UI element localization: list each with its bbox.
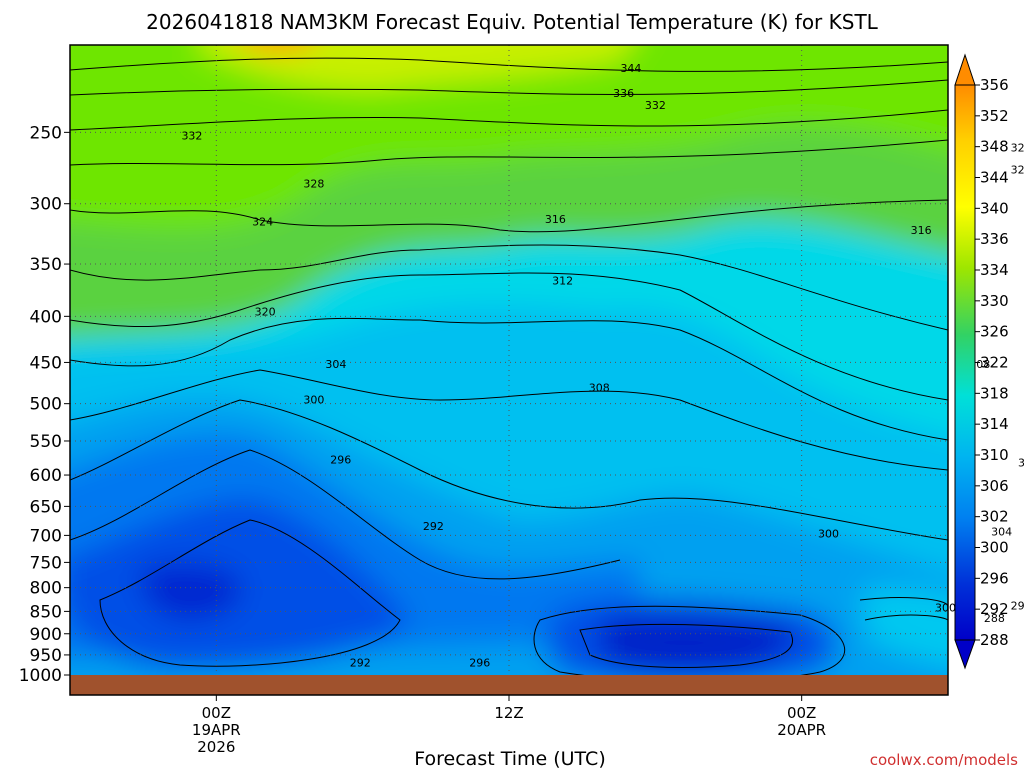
y-tick-label: 250 bbox=[30, 123, 62, 143]
colorbar-tick-label: 334 bbox=[980, 261, 1009, 279]
y-tick-label: 950 bbox=[30, 646, 62, 666]
theta-e-field bbox=[70, 45, 948, 675]
y-tick-label: 350 bbox=[30, 255, 62, 275]
contour-label: 312 bbox=[552, 274, 573, 287]
y-tick-label: 600 bbox=[30, 466, 62, 486]
x-axis-label: Forecast Time (UTC) bbox=[414, 748, 605, 768]
y-tick-label: 550 bbox=[30, 432, 62, 452]
contour-label: 316 bbox=[545, 213, 566, 226]
colorbar-tick-label: 292 bbox=[980, 600, 1009, 618]
colorbar-tick-label: 302 bbox=[980, 508, 1009, 526]
colorbar-tick-label: 330 bbox=[980, 292, 1009, 310]
contour-label: 336 bbox=[613, 87, 634, 100]
contour-label: 304 bbox=[991, 525, 1012, 538]
contour-label: 304 bbox=[325, 358, 346, 371]
colorbar-top-arrow bbox=[954, 53, 976, 86]
colorbar-tick-label: 336 bbox=[980, 230, 1009, 248]
x-tick-label: 00Z bbox=[202, 704, 231, 722]
y-axis: 250 300 350 400 450 500 550 600 650 700 750 800 850 9… bbox=[19, 123, 70, 686]
colorbar-tick-label: 356 bbox=[980, 76, 1009, 94]
colorbar-tick-label: 306 bbox=[980, 477, 1009, 495]
contour-label: 324 bbox=[252, 216, 273, 229]
y-tick-label: 850 bbox=[30, 602, 62, 622]
colorbar-tick-label: 352 bbox=[980, 107, 1009, 125]
contour-label: 292 bbox=[350, 657, 371, 670]
y-tick-label: 700 bbox=[30, 526, 62, 546]
contour-label: 300 bbox=[303, 394, 324, 407]
colorbar-tick-label: 300 bbox=[980, 539, 1009, 557]
colorbar-tick-label: 340 bbox=[980, 199, 1009, 217]
grid-lines bbox=[70, 45, 948, 675]
colorbar-gradient bbox=[954, 84, 976, 641]
contour-labels: 3443363323323323283283243243163163123203… bbox=[181, 62, 1024, 670]
y-tick-label: 900 bbox=[30, 625, 62, 645]
colorbar: 356 352 348 344 340 336 334 330 326 322 318 314 310 3… bbox=[954, 53, 1009, 670]
colorbar-tick-label: 314 bbox=[980, 415, 1009, 433]
x-axis: 00Z19APR202612Z00Z20APR12Z00Z21APR bbox=[192, 695, 826, 756]
colorbar-bottom-arrow bbox=[954, 639, 976, 670]
contour-lines bbox=[70, 57, 948, 675]
contour-label: 328 bbox=[303, 178, 324, 191]
contour-label: 300 bbox=[818, 528, 839, 541]
x-tick-label: 20APR bbox=[777, 721, 826, 739]
contour-label: 324 bbox=[1011, 164, 1024, 177]
contour-label: 308 bbox=[589, 382, 610, 395]
contour-label: 332 bbox=[645, 99, 666, 112]
colorbar-tick-label: 310 bbox=[980, 446, 1009, 464]
ground-surface bbox=[70, 675, 948, 695]
credit-text: coolwx.com/models bbox=[870, 751, 1018, 768]
contour-label: 296 bbox=[1011, 599, 1024, 612]
contour-label: 296 bbox=[330, 454, 351, 467]
contour-label: 328 bbox=[1011, 142, 1024, 155]
contour-label: 332 bbox=[181, 129, 202, 142]
y-tick-label: 450 bbox=[30, 353, 62, 373]
x-tick-label: 12Z bbox=[494, 704, 523, 722]
colorbar-tick-label: 326 bbox=[980, 323, 1009, 341]
contour-label: 288 bbox=[984, 612, 1005, 625]
contour-label: 292 bbox=[423, 520, 444, 533]
colorbar-tick-label: 296 bbox=[980, 569, 1009, 587]
y-tick-label: 800 bbox=[30, 579, 62, 599]
contour-label: 320 bbox=[255, 305, 276, 318]
contour-label: 296 bbox=[469, 657, 490, 670]
contour-label: 316 bbox=[911, 224, 932, 237]
y-tick-label: 300 bbox=[30, 195, 62, 215]
colorbar-tick-label: 348 bbox=[980, 138, 1009, 156]
chart-title: 2026041818 NAM3KM Forecast Equiv. Potent… bbox=[146, 10, 878, 34]
y-tick-label: 650 bbox=[30, 497, 62, 517]
contour-label: 300 bbox=[935, 602, 956, 615]
x-tick-label: 2026 bbox=[197, 738, 235, 756]
y-tick-label: 400 bbox=[30, 307, 62, 327]
y-tick-label: 1000 bbox=[19, 666, 62, 686]
colorbar-tick-label: 322 bbox=[980, 354, 1009, 372]
contour-label: 304 bbox=[1018, 456, 1024, 469]
y-tick-label: 500 bbox=[30, 395, 62, 415]
x-tick-label: 00Z bbox=[787, 704, 816, 722]
contour-label: 344 bbox=[620, 62, 641, 75]
colorbar-tick-label: 344 bbox=[980, 169, 1009, 187]
colorbar-tick-label: 318 bbox=[980, 384, 1009, 402]
x-tick-label: 19APR bbox=[192, 721, 241, 739]
colorbar-tick-label: 288 bbox=[980, 631, 1009, 649]
y-tick-label: 750 bbox=[30, 553, 62, 573]
